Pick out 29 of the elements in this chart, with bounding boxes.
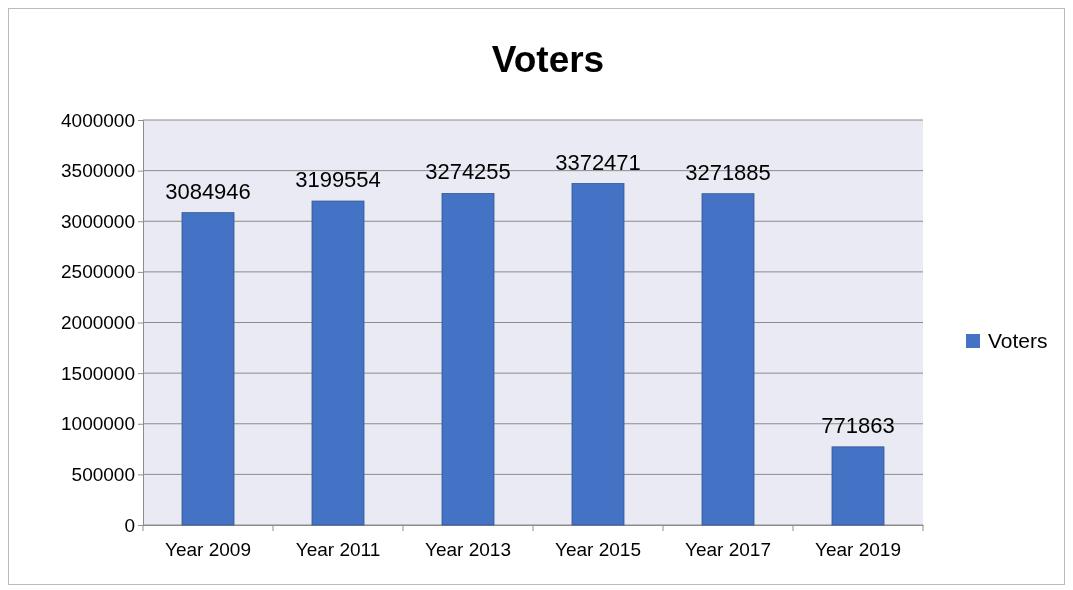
bar bbox=[571, 183, 625, 526]
x-tick-label: Year 2013 bbox=[425, 539, 511, 561]
bar bbox=[831, 446, 885, 526]
x-tick-label: Year 2009 bbox=[165, 539, 251, 561]
chart-title: Voters bbox=[491, 39, 605, 80]
x-tick-label: Year 2017 bbox=[685, 539, 771, 561]
data-label: 3271885 bbox=[685, 159, 771, 185]
y-tick-label: 500000 bbox=[71, 463, 135, 485]
y-tick-label: 2000000 bbox=[61, 312, 135, 334]
bar bbox=[441, 193, 495, 526]
legend-label: Voters bbox=[988, 329, 1048, 352]
data-label: 3084946 bbox=[165, 178, 251, 204]
data-label: 771863 bbox=[821, 412, 895, 438]
bar bbox=[311, 200, 365, 526]
bar bbox=[181, 212, 235, 526]
y-tick-label: 2500000 bbox=[61, 261, 135, 283]
x-tick-label: Year 2011 bbox=[295, 539, 381, 561]
data-label: 3372471 bbox=[555, 149, 641, 175]
data-label: 3199554 bbox=[295, 167, 381, 193]
y-tick-label: 0 bbox=[124, 514, 135, 536]
data-label: 3274255 bbox=[425, 159, 511, 185]
y-tick-label: 1500000 bbox=[61, 362, 135, 384]
bar bbox=[701, 193, 755, 526]
y-tick-label: 1000000 bbox=[61, 413, 135, 435]
x-tick-label: Year 2015 bbox=[555, 539, 641, 561]
x-tick-label: Year 2019 bbox=[815, 539, 901, 561]
y-tick-label: 3500000 bbox=[61, 160, 135, 182]
y-tick-label: 3000000 bbox=[61, 210, 135, 232]
y-tick-label: 4000000 bbox=[61, 109, 135, 131]
